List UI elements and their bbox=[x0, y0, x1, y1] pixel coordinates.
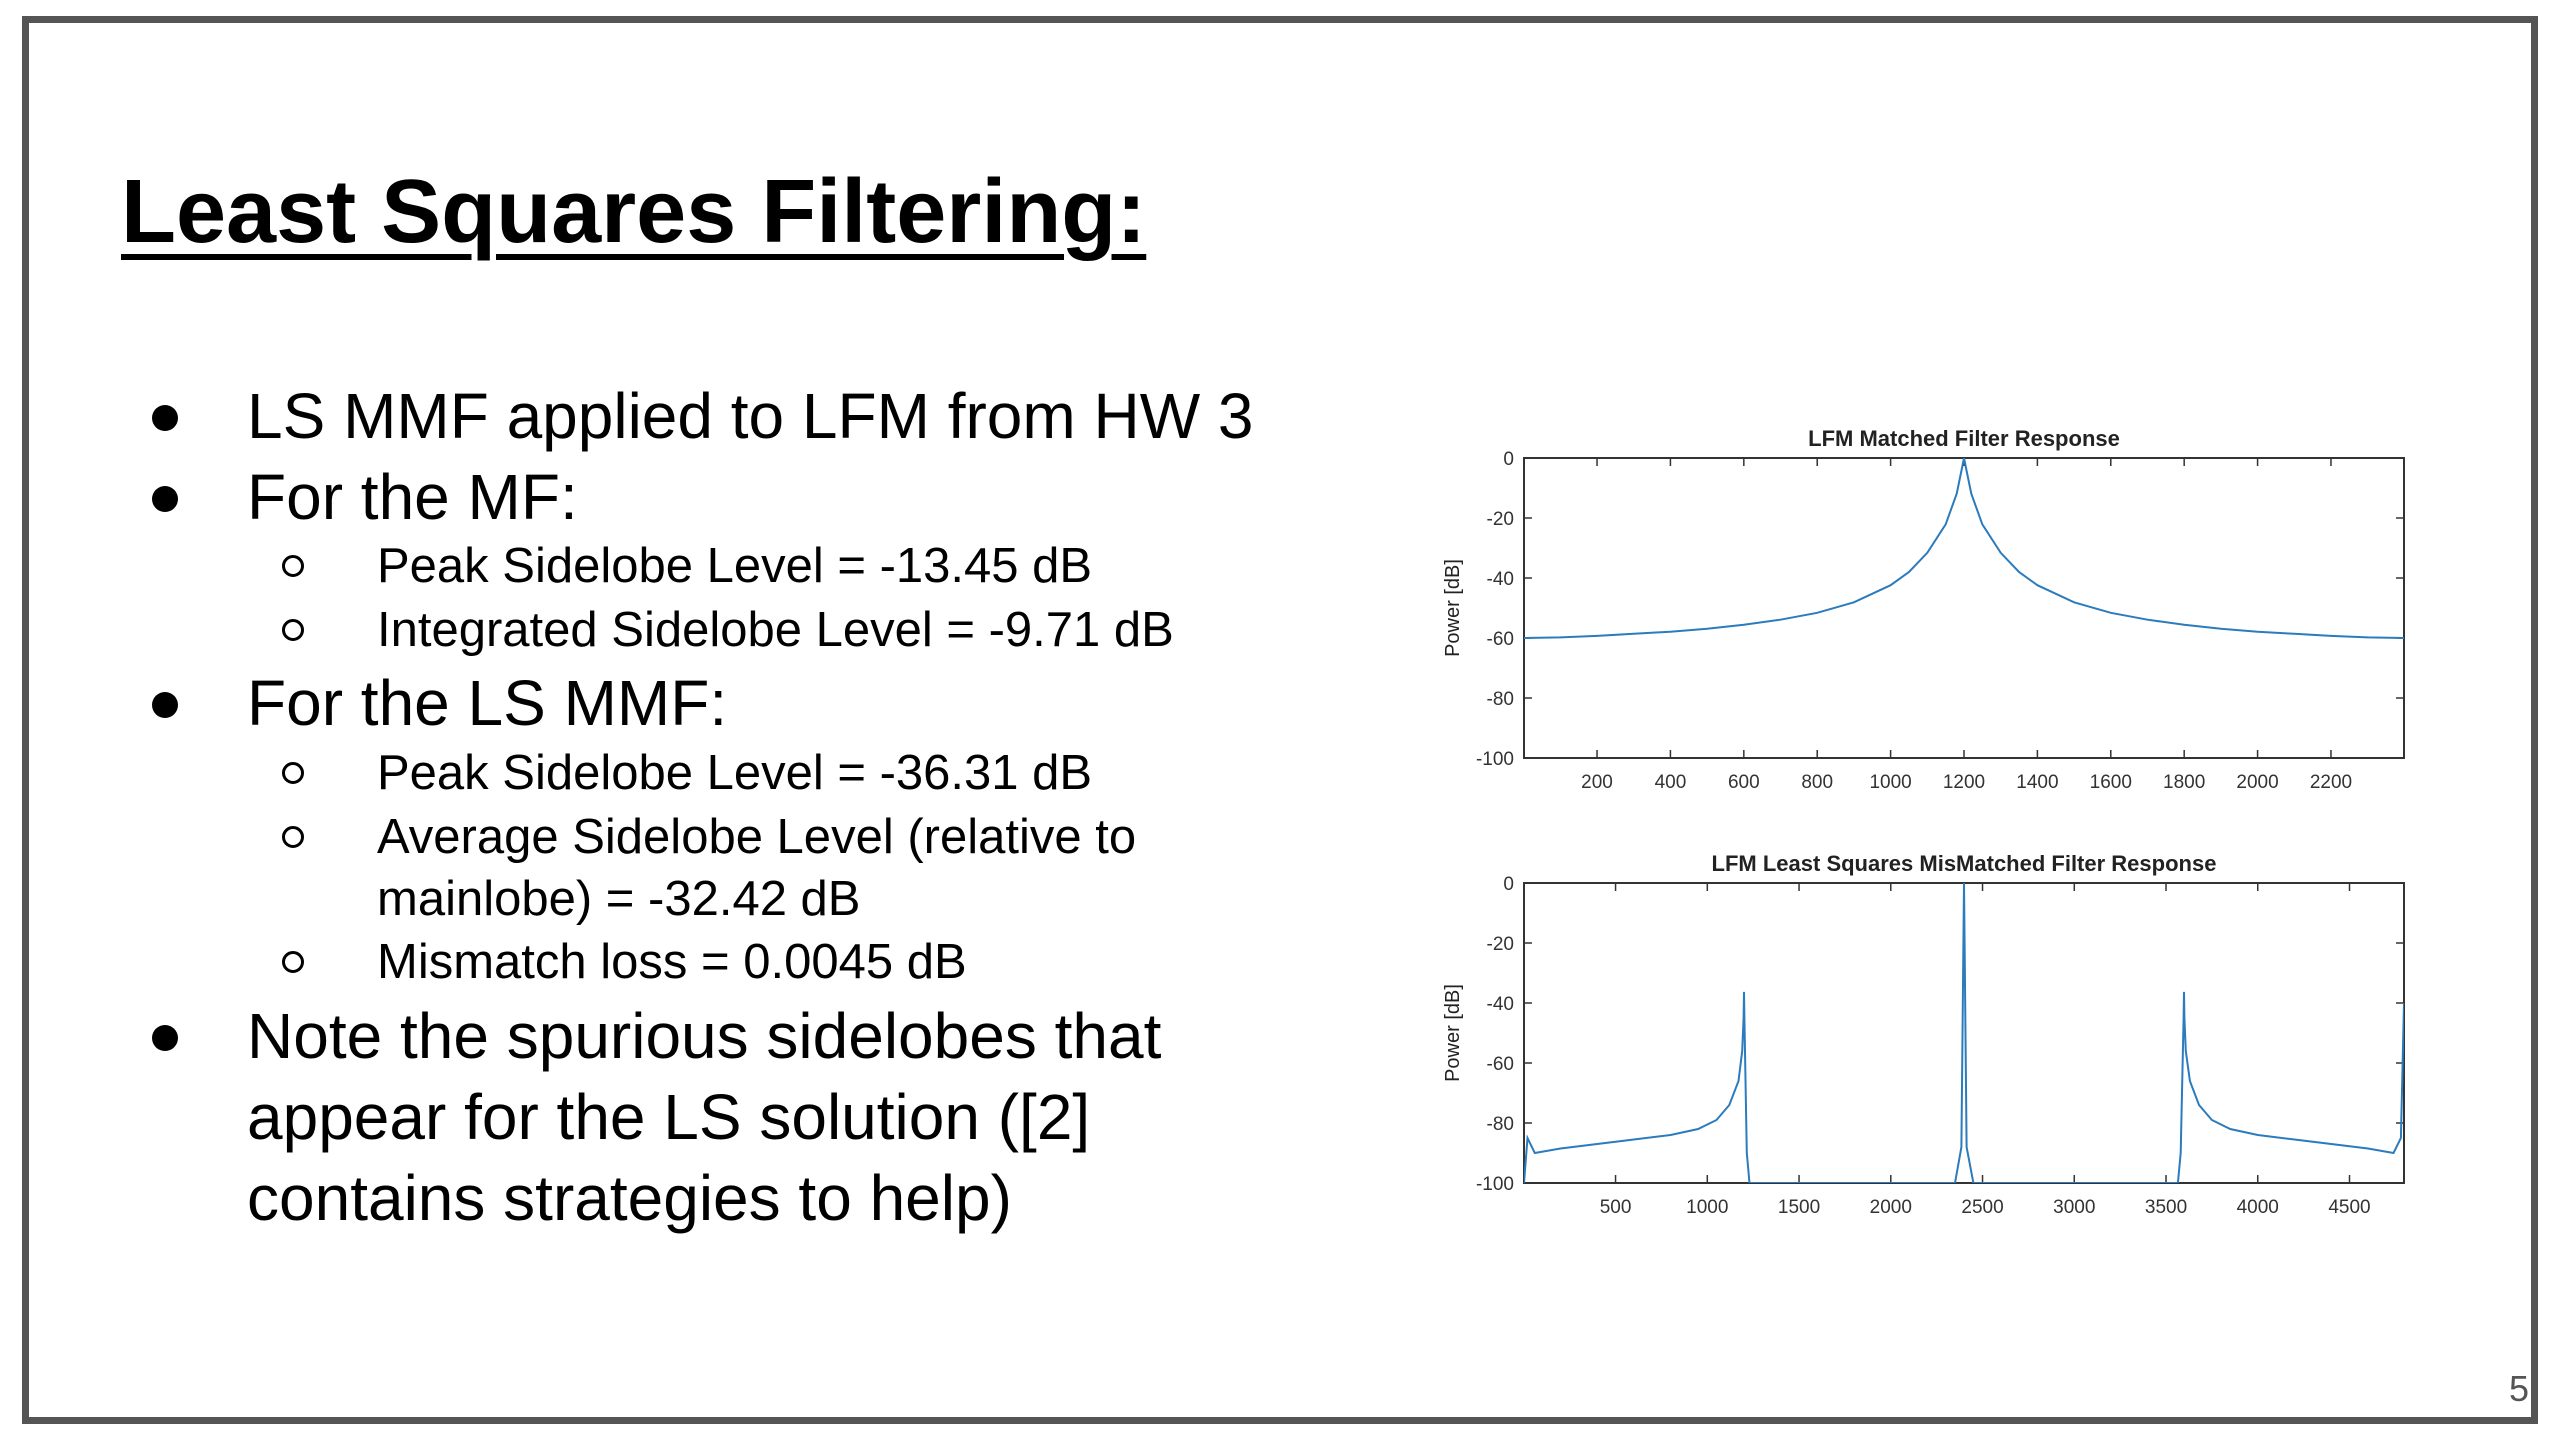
x-tick-label: 1000 bbox=[1686, 1197, 1728, 1218]
bullet-text: For the MF: bbox=[247, 461, 578, 533]
bullet-circle-icon bbox=[282, 762, 304, 784]
bullet-dot-icon bbox=[152, 405, 178, 431]
sub-bullet-text: Average Sidelobe Level (relative to bbox=[377, 810, 1137, 864]
x-tick-label: 4500 bbox=[2328, 1197, 2370, 1218]
y-axis-label: Power [dB] bbox=[1442, 984, 1464, 1082]
bullet-circle-icon bbox=[282, 619, 304, 641]
charts-area: LFM Matched Filter Response Power [dB] 0 -2… bbox=[1424, 418, 2424, 1223]
plot-frame bbox=[1523, 457, 2405, 759]
bullet-circle-icon bbox=[282, 826, 304, 848]
x-tick-label: 2500 bbox=[1961, 1197, 2003, 1218]
series-line bbox=[1524, 458, 2404, 639]
x-tick-label: 2200 bbox=[2310, 772, 2352, 793]
slide-title: Least Squares Filtering: bbox=[121, 162, 1147, 262]
slide: Least Squares Filtering: LS MMF applied … bbox=[22, 16, 2538, 1424]
x-tick-label: 2000 bbox=[1870, 1197, 1912, 1218]
sub-bullet-text: Peak Sidelobe Level = -13.45 dB bbox=[377, 539, 1093, 593]
bullet-text: LS MMF applied to LFM from HW 3 bbox=[247, 380, 1254, 452]
chart-title: LFM Least Squares MisMatched Filter Resp… bbox=[1712, 851, 2217, 876]
x-tick-label: 1500 bbox=[1778, 1197, 1820, 1218]
x-tick-label: 3500 bbox=[2145, 1197, 2187, 1218]
bullet-dot-icon bbox=[152, 692, 178, 718]
chart-title: LFM Matched Filter Response bbox=[1808, 426, 2120, 451]
page-number: 5 bbox=[2509, 1368, 2530, 1409]
chart-ls-mmf-response: LFM Least Squares MisMatched Filter Resp… bbox=[1442, 851, 2405, 1218]
x-tick-label: 1000 bbox=[1869, 772, 1911, 793]
y-axis-label: Power [dB] bbox=[1442, 559, 1464, 657]
x-tick-label: 1800 bbox=[2163, 772, 2205, 793]
x-tick-label: 1400 bbox=[2016, 772, 2058, 793]
x-tick-label: 1600 bbox=[2090, 772, 2132, 793]
bullet-text: contains strategies to help) bbox=[247, 1162, 1012, 1234]
y-tick-label: -100 bbox=[1476, 1174, 1514, 1195]
y-tick-label: -80 bbox=[1487, 689, 1514, 710]
y-tick-label: -60 bbox=[1487, 629, 1514, 650]
y-tick-label: -60 bbox=[1487, 1054, 1514, 1075]
chart-mf-response: LFM Matched Filter Response Power [dB] 0 -2… bbox=[1442, 426, 2405, 793]
y-tick-label: -20 bbox=[1487, 934, 1514, 955]
x-tick-label: 200 bbox=[1581, 772, 1613, 793]
y-tick-label: -40 bbox=[1487, 994, 1514, 1015]
y-tick-label: 0 bbox=[1503, 874, 1514, 895]
x-tick-label: 3000 bbox=[2053, 1197, 2095, 1218]
y-tick-label: -80 bbox=[1487, 1114, 1514, 1135]
y-tick-label: -40 bbox=[1487, 569, 1514, 590]
bullet-text: appear for the LS solution ([2] bbox=[247, 1081, 1091, 1153]
bullet-dot-icon bbox=[152, 1025, 178, 1051]
bullet-dot-icon bbox=[152, 486, 178, 512]
x-tick-label: 600 bbox=[1728, 772, 1760, 793]
x-tick-label: 500 bbox=[1600, 1197, 1632, 1218]
bullet-circle-icon bbox=[282, 555, 304, 577]
series-line bbox=[1524, 883, 2404, 1183]
x-tick-label: 2000 bbox=[2236, 772, 2278, 793]
bullet-text: For the LS MMF: bbox=[247, 667, 728, 739]
sub-bullet-text: mainlobe) = -32.42 dB bbox=[377, 872, 861, 926]
x-tick-label: 400 bbox=[1655, 772, 1687, 793]
bullet-text: Note the spurious sidelobes that bbox=[247, 1000, 1162, 1072]
x-tick-label: 4000 bbox=[2237, 1197, 2279, 1218]
y-tick-label: 0 bbox=[1503, 449, 1514, 470]
sub-bullet-text: Mismatch loss = 0.0045 dB bbox=[377, 935, 967, 989]
bullet-circle-icon bbox=[282, 951, 304, 973]
sub-bullet-text: Integrated Sidelobe Level = -9.71 dB bbox=[377, 603, 1174, 657]
y-tick-label: -100 bbox=[1476, 749, 1514, 770]
y-tick-label: -20 bbox=[1487, 509, 1514, 530]
x-tick-label: 1200 bbox=[1943, 772, 1985, 793]
sub-bullet-text: Peak Sidelobe Level = -36.31 dB bbox=[377, 746, 1093, 800]
x-tick-label: 800 bbox=[1801, 772, 1833, 793]
